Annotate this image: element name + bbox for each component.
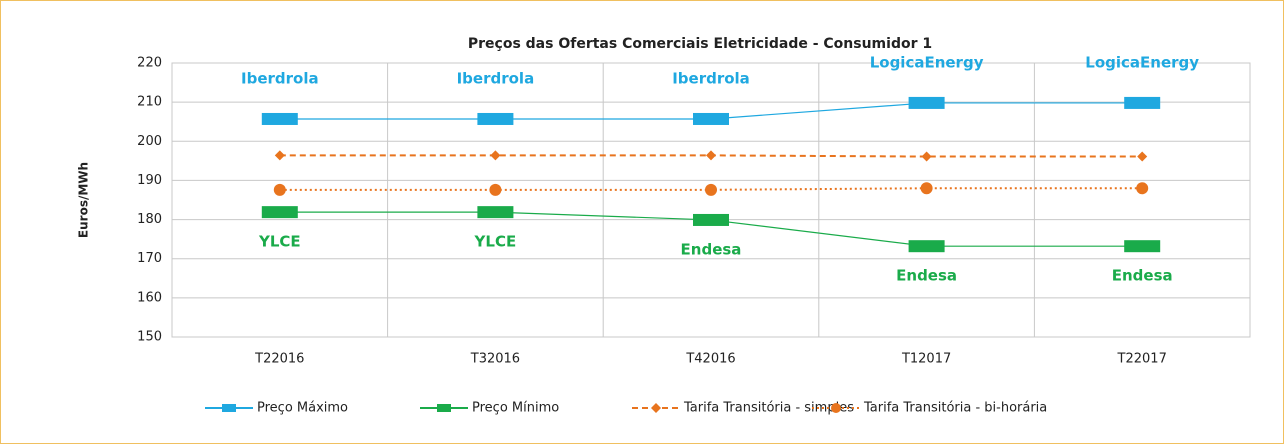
- y-tick-label: 160: [137, 290, 162, 305]
- marker-bar: [908, 96, 945, 109]
- marker-diamond: [706, 150, 716, 161]
- x-tick-label: T12017: [901, 352, 951, 367]
- marker-bar: [693, 213, 729, 226]
- legend-label: Preço Máximo: [257, 401, 348, 416]
- point-annotation: Iberdrola: [672, 69, 750, 87]
- y-axis-label: Euros/MWh: [77, 162, 91, 238]
- point-annotation: Endesa: [1112, 267, 1173, 285]
- marker-bar: [261, 112, 298, 125]
- marker-bar: [477, 112, 514, 125]
- legend-label: Tarifa Transitória - bi-horária: [863, 401, 1047, 416]
- marker-bar: [1124, 96, 1161, 109]
- legend-marker: [222, 404, 236, 412]
- marker-bar: [477, 206, 514, 219]
- marker-circle: [920, 182, 933, 195]
- point-annotation: Endesa: [896, 267, 957, 285]
- legend-marker: [437, 404, 451, 412]
- legend-marker: [651, 403, 661, 413]
- legend-label: Preço Mínimo: [472, 401, 559, 416]
- x-tick-label: T32016: [470, 352, 520, 367]
- point-annotation: LogicaEnergy: [870, 53, 984, 71]
- marker-bar: [261, 206, 298, 219]
- marker-bar: [693, 112, 729, 125]
- x-tick-label: T22017: [1117, 352, 1167, 367]
- marker-bar: [908, 240, 945, 253]
- y-tick-label: 150: [137, 330, 162, 345]
- y-tick-label: 200: [137, 134, 162, 149]
- point-annotation: Iberdrola: [457, 69, 535, 87]
- marker-diamond: [921, 151, 932, 162]
- marker-bar: [1124, 240, 1161, 253]
- marker-diamond: [1137, 151, 1148, 162]
- point-annotation: LogicaEnergy: [1085, 53, 1199, 71]
- marker-circle: [1136, 182, 1149, 195]
- legend-label: Tarifa Transitória - simples: [683, 401, 854, 416]
- point-annotation: YLCE: [258, 233, 301, 251]
- marker-circle: [489, 183, 502, 196]
- y-tick-label: 210: [137, 95, 162, 110]
- marker-circle: [273, 183, 286, 196]
- marker-diamond: [274, 150, 285, 161]
- marker-diamond: [490, 150, 501, 161]
- plot-frame: [171, 62, 1251, 338]
- point-annotation: Endesa: [681, 240, 742, 258]
- marker-circle: [705, 183, 717, 196]
- chart-title: Preços das Ofertas Comerciais Eletricida…: [468, 36, 932, 52]
- point-annotation: Iberdrola: [241, 69, 319, 87]
- point-annotation: YLCE: [474, 233, 517, 251]
- y-tick-label: 180: [137, 212, 162, 227]
- legend-marker: [831, 403, 841, 413]
- y-tick-label: 170: [137, 251, 162, 266]
- x-tick-label: T42016: [685, 352, 735, 367]
- y-tick-label: 190: [137, 173, 162, 188]
- y-tick-label: 220: [137, 56, 162, 71]
- x-tick-label: T22016: [254, 352, 304, 367]
